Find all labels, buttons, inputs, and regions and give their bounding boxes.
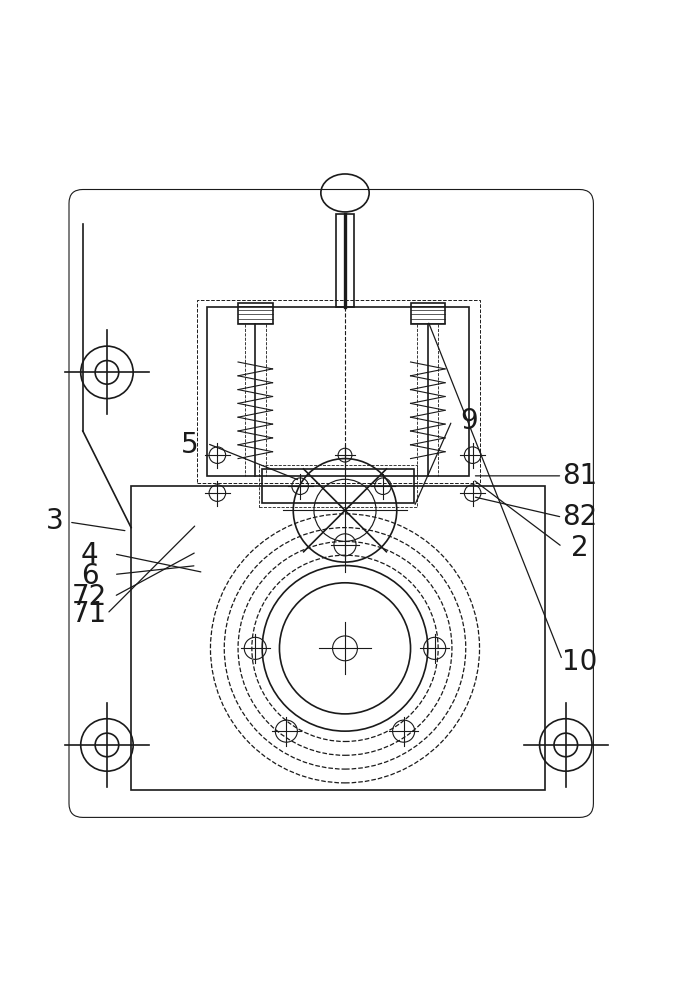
Bar	[336, 214, 354, 307]
Text: 2: 2	[571, 534, 589, 562]
Bar	[197, 300, 480, 483]
Text: 82: 82	[562, 503, 598, 531]
FancyBboxPatch shape	[69, 190, 593, 817]
Text: 3: 3	[46, 507, 64, 535]
Bar	[131, 486, 545, 790]
Text: 4: 4	[81, 541, 99, 569]
Bar	[238, 303, 273, 324]
Text: 6: 6	[81, 562, 99, 590]
Text: 72: 72	[72, 583, 108, 611]
Text: 5: 5	[181, 431, 199, 459]
Text: 71: 71	[72, 600, 108, 628]
Bar	[411, 303, 445, 324]
Text: 9: 9	[460, 407, 478, 435]
Bar	[207, 307, 469, 476]
Bar	[259, 466, 417, 507]
Text: 10: 10	[562, 648, 598, 676]
Bar	[262, 469, 414, 503]
Text: 81: 81	[562, 462, 598, 490]
